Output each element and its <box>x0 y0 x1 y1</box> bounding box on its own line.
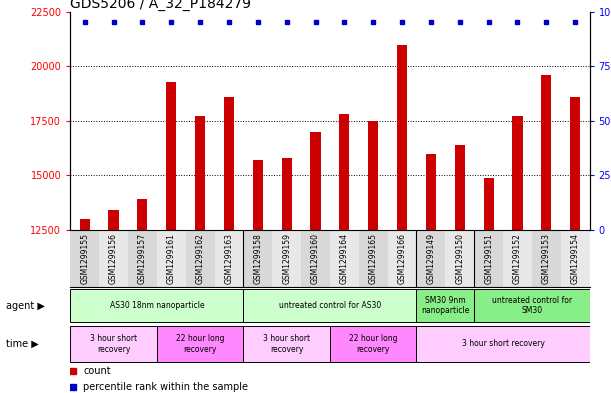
Bar <box>243 289 417 322</box>
Text: GSM1299160: GSM1299160 <box>311 233 320 284</box>
Bar <box>273 230 301 287</box>
Text: GSM1299154: GSM1299154 <box>571 233 580 284</box>
Text: agent ▶: agent ▶ <box>6 301 45 310</box>
Text: GSM1299149: GSM1299149 <box>426 233 436 284</box>
Bar <box>109 210 119 230</box>
Bar <box>99 230 128 287</box>
Text: 3 hour short
recovery: 3 hour short recovery <box>263 334 310 354</box>
Bar <box>330 326 417 362</box>
Text: GSM1299152: GSM1299152 <box>513 233 522 284</box>
Text: SM30 9nm
nanoparticle: SM30 9nm nanoparticle <box>421 296 469 315</box>
Bar <box>455 145 465 230</box>
Bar <box>426 154 436 230</box>
Bar <box>417 326 590 362</box>
Text: GSM1299159: GSM1299159 <box>282 233 291 284</box>
Text: untreated control for AS30: untreated control for AS30 <box>279 301 381 310</box>
Bar <box>359 230 387 287</box>
Text: GSM1299155: GSM1299155 <box>80 233 89 284</box>
Text: GSM1299157: GSM1299157 <box>138 233 147 284</box>
Bar <box>70 289 243 322</box>
Bar <box>445 230 474 287</box>
Bar <box>368 121 378 230</box>
Text: time ▶: time ▶ <box>6 339 39 349</box>
Text: GSM1299158: GSM1299158 <box>254 233 262 284</box>
Bar <box>339 114 349 230</box>
Bar <box>166 82 177 230</box>
Bar <box>70 230 99 287</box>
Bar <box>214 230 243 287</box>
Bar <box>79 219 90 230</box>
Text: GSM1299162: GSM1299162 <box>196 233 205 284</box>
Bar <box>157 326 243 362</box>
Bar <box>397 44 407 230</box>
Bar <box>253 160 263 230</box>
Bar <box>195 116 205 230</box>
Text: percentile rank within the sample: percentile rank within the sample <box>83 382 248 392</box>
Bar <box>282 158 291 230</box>
Text: GSM1299166: GSM1299166 <box>398 233 406 284</box>
Bar <box>503 230 532 287</box>
Text: GSM1299151: GSM1299151 <box>484 233 493 284</box>
Text: GSM1299163: GSM1299163 <box>224 233 233 284</box>
Bar <box>387 230 417 287</box>
Bar <box>157 230 186 287</box>
Text: GSM1299164: GSM1299164 <box>340 233 349 284</box>
Bar <box>474 230 503 287</box>
Text: GSM1299156: GSM1299156 <box>109 233 118 284</box>
Text: GSM1299153: GSM1299153 <box>542 233 551 284</box>
Text: AS30 18nm nanoparticle: AS30 18nm nanoparticle <box>109 301 204 310</box>
Bar <box>243 326 330 362</box>
Bar <box>541 75 551 230</box>
Bar <box>70 326 157 362</box>
Text: untreated control for
SM30: untreated control for SM30 <box>492 296 572 315</box>
Text: 22 hour long
recovery: 22 hour long recovery <box>176 334 224 354</box>
Bar <box>417 230 445 287</box>
Bar <box>474 289 590 322</box>
Bar <box>310 132 321 230</box>
Text: GSM1299150: GSM1299150 <box>455 233 464 284</box>
Text: GSM1299161: GSM1299161 <box>167 233 176 284</box>
Text: GSM1299165: GSM1299165 <box>368 233 378 284</box>
Bar <box>561 230 590 287</box>
Text: 3 hour short
recovery: 3 hour short recovery <box>90 334 137 354</box>
Bar <box>330 230 359 287</box>
Text: GDS5206 / A_32_P184279: GDS5206 / A_32_P184279 <box>70 0 251 11</box>
Bar <box>513 116 522 230</box>
Bar <box>186 230 214 287</box>
Bar <box>137 199 147 230</box>
Bar <box>301 230 330 287</box>
Bar <box>570 97 580 230</box>
Text: count: count <box>83 366 111 376</box>
Bar <box>532 230 561 287</box>
Text: 22 hour long
recovery: 22 hour long recovery <box>349 334 398 354</box>
Bar <box>483 178 494 230</box>
Text: 3 hour short recovery: 3 hour short recovery <box>462 340 544 348</box>
Bar <box>224 97 234 230</box>
Bar <box>243 230 273 287</box>
Bar <box>417 289 474 322</box>
Bar <box>128 230 157 287</box>
